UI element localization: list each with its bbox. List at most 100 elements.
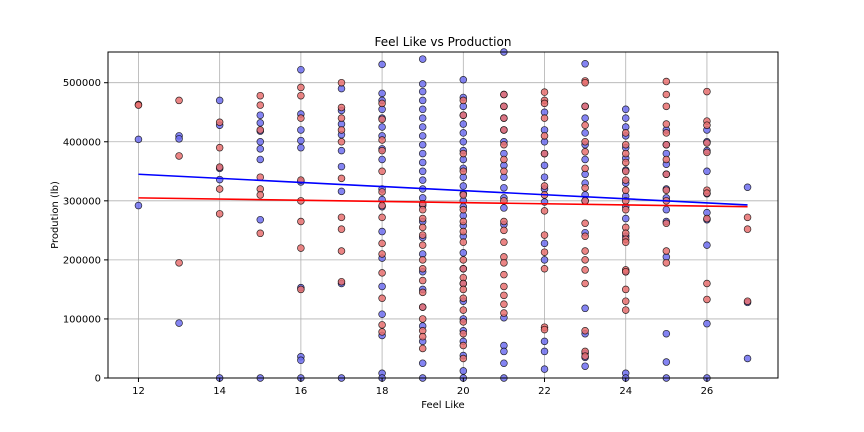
red-data-point bbox=[540, 231, 549, 239]
red-data-point bbox=[500, 90, 508, 99]
blue-data-point bbox=[256, 111, 265, 119]
red-data-point bbox=[378, 328, 386, 336]
red-data-point bbox=[662, 219, 671, 228]
axis-ticks: 12 14 16 18 20 22 24 26 0 100000 200000 300000 40000… bbox=[63, 78, 713, 397]
blue-data-point bbox=[581, 155, 589, 164]
blue-data-point bbox=[581, 304, 589, 313]
blue-data-point bbox=[418, 96, 427, 105]
red-data-point bbox=[215, 185, 224, 193]
red-data-point bbox=[175, 259, 183, 267]
blue-data-point bbox=[703, 241, 711, 249]
blue-data-point bbox=[540, 173, 549, 181]
red-data-point bbox=[297, 83, 305, 92]
y-tick-label: 200000 bbox=[63, 255, 101, 266]
red-data-point bbox=[743, 297, 752, 305]
red-data-point bbox=[418, 214, 427, 223]
red-data-point bbox=[581, 184, 589, 192]
red-data-point bbox=[378, 115, 386, 124]
blue-data-point bbox=[297, 143, 305, 152]
blue-data-point bbox=[581, 114, 589, 122]
red-data-point bbox=[500, 126, 508, 134]
blue-data-point bbox=[256, 155, 265, 164]
blue-data-point bbox=[175, 135, 183, 143]
blue-data-point bbox=[418, 87, 427, 96]
red-data-point bbox=[621, 176, 630, 184]
blue-data-point bbox=[378, 227, 386, 236]
x-tick-label: 14 bbox=[213, 386, 226, 397]
x-tick-label: 20 bbox=[457, 386, 470, 397]
blue-data-point bbox=[418, 123, 427, 131]
blue-data-point bbox=[418, 55, 427, 63]
red-data-point bbox=[459, 167, 468, 176]
blue-data-point bbox=[337, 146, 346, 155]
blue-data-point bbox=[418, 80, 427, 88]
plot-frame bbox=[107, 51, 779, 379]
blue-data-point bbox=[500, 184, 508, 192]
red-data-point bbox=[378, 167, 386, 176]
red-data-point bbox=[215, 163, 224, 171]
x-tick-label: 24 bbox=[619, 386, 632, 397]
y-tick-label: 100000 bbox=[63, 314, 101, 325]
red-data-point bbox=[500, 282, 508, 291]
red-data-point bbox=[540, 99, 549, 108]
red-data-point bbox=[581, 327, 589, 335]
blue-data-point bbox=[540, 161, 549, 170]
blue-data-point bbox=[581, 129, 589, 137]
red-data-point bbox=[459, 111, 468, 119]
blue-data-point bbox=[418, 132, 427, 140]
blue-data-point bbox=[459, 138, 468, 146]
red-data-point bbox=[703, 295, 711, 304]
blue-data-point bbox=[378, 60, 386, 69]
red-data-point bbox=[621, 297, 630, 305]
red-data-point bbox=[459, 285, 468, 294]
blue-data-point bbox=[418, 105, 427, 114]
red-data-point bbox=[581, 197, 589, 205]
red-data-point bbox=[337, 138, 346, 146]
red-data-point bbox=[621, 186, 630, 194]
blue-data-point bbox=[378, 89, 386, 98]
blue-data-point bbox=[703, 167, 711, 176]
blue-data-point bbox=[540, 365, 549, 373]
red-data-point bbox=[418, 231, 427, 239]
red-data-point bbox=[337, 103, 346, 112]
blue-data-point bbox=[337, 187, 346, 196]
blue-data-point bbox=[378, 123, 386, 131]
red-data-point bbox=[337, 277, 346, 286]
y-tick-label: 300000 bbox=[63, 196, 101, 207]
y-tick-label: 400000 bbox=[63, 137, 101, 148]
blue-data-point bbox=[662, 329, 671, 338]
blue-data-point bbox=[297, 136, 305, 145]
x-tick-label: 22 bbox=[538, 386, 551, 397]
blue-data-point bbox=[256, 215, 265, 224]
red-data-point bbox=[418, 332, 427, 341]
red-data-point bbox=[459, 341, 468, 350]
blue-data-point bbox=[215, 175, 224, 184]
red-data-point bbox=[662, 140, 671, 149]
red-data-point bbox=[540, 264, 549, 273]
blue-data-point bbox=[418, 114, 427, 122]
red-data-point bbox=[743, 225, 752, 233]
data-points bbox=[134, 48, 752, 382]
blue-data-point bbox=[581, 362, 589, 370]
red-data-point bbox=[500, 238, 508, 246]
blue-data-point bbox=[621, 214, 630, 223]
blue-data-point bbox=[662, 358, 671, 366]
blue-data-point bbox=[418, 158, 427, 167]
red-data-point bbox=[581, 148, 589, 156]
red-data-point bbox=[256, 191, 265, 199]
red-data-point bbox=[662, 170, 671, 179]
blue-data-point bbox=[256, 138, 265, 146]
x-axis-label: Feel Like bbox=[421, 400, 464, 411]
red-data-point bbox=[459, 354, 468, 363]
red-data-point bbox=[581, 352, 589, 360]
blue-trend-line bbox=[138, 173, 748, 206]
red-data-point bbox=[378, 188, 386, 196]
blue-data-point bbox=[378, 282, 386, 291]
red-data-point bbox=[459, 238, 468, 246]
red-data-point bbox=[743, 213, 752, 222]
blue-data-point bbox=[500, 359, 508, 367]
red-data-point bbox=[621, 167, 630, 176]
red-data-point bbox=[581, 219, 589, 228]
red-data-point bbox=[459, 96, 468, 105]
